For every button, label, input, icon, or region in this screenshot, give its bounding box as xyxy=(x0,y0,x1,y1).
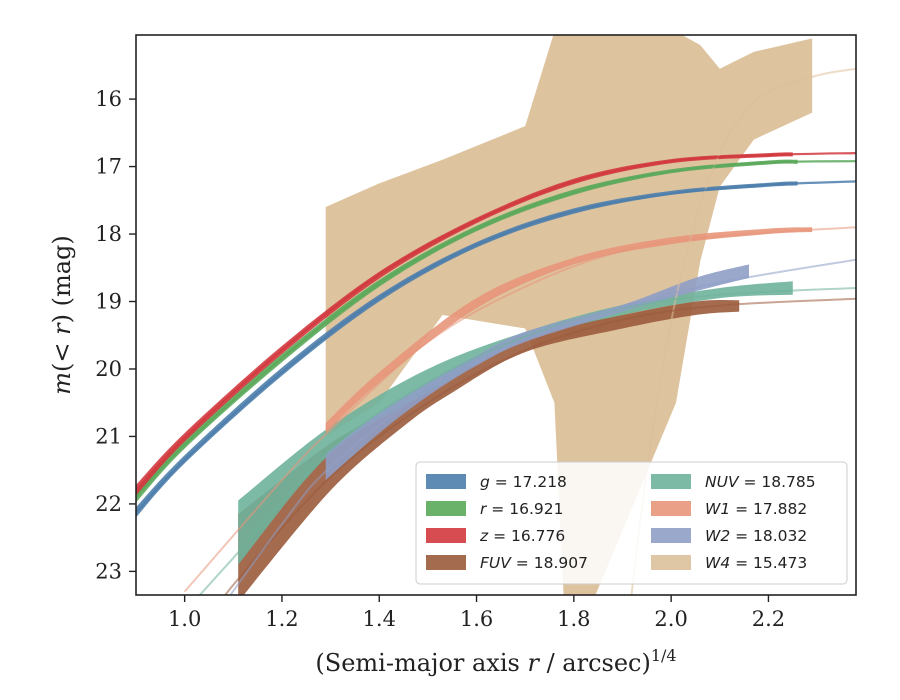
model-line-z xyxy=(136,152,856,492)
legend-label: W1 = 17.882 xyxy=(705,500,807,518)
legend-label: FUV = 18.907 xyxy=(480,554,588,572)
y-tick-label: 16 xyxy=(95,87,122,111)
y-tick-label: 20 xyxy=(95,357,122,381)
legend-entry-g: g = 17.218 xyxy=(426,473,567,491)
legend-swatch xyxy=(426,474,466,489)
y-axis-ticks: 16 17 18 19 20 21 22 23 xyxy=(95,87,136,583)
x-tick-label: 1.8 xyxy=(557,607,590,631)
y-tick-label: 19 xyxy=(95,290,122,314)
legend-swatch xyxy=(651,501,691,516)
plot-area xyxy=(136,35,856,595)
y-tick-label: 18 xyxy=(95,222,122,246)
x-axis-title: (Semi-major axis r / arcsec)1/4 xyxy=(315,646,676,677)
plot-frame xyxy=(135,34,857,596)
legend-label: g = 17.218 xyxy=(480,473,567,491)
y-tick-label: 21 xyxy=(95,424,122,448)
legend-label: W2 = 18.032 xyxy=(705,527,807,545)
model-line-w2 xyxy=(229,258,856,595)
legend-entry-nuv: NUV = 18.785 xyxy=(651,473,816,491)
legend: g = 17.218 r = 16.921 z = 16.776 FUV = 18.9… xyxy=(415,461,848,585)
y-tick-label: 17 xyxy=(95,155,122,179)
legend-swatch xyxy=(426,528,466,543)
x-tick-label: 1.6 xyxy=(460,607,493,631)
model-line-r xyxy=(136,160,856,498)
legend-swatch xyxy=(651,474,691,489)
model-line-g xyxy=(136,180,856,514)
legend-entry-w4: W4 = 15.473 xyxy=(651,554,807,572)
legend-box xyxy=(415,461,848,585)
x-tick-label: 2.0 xyxy=(654,607,687,631)
x-axis-ticks: 1.0 1.2 1.4 1.6 1.8 2.0 2.2 xyxy=(168,595,785,631)
legend-label: NUV = 18.785 xyxy=(705,473,816,491)
model-line-w1 xyxy=(183,226,856,593)
legend-label: r = 16.921 xyxy=(480,500,563,518)
legend-swatch xyxy=(426,501,466,516)
legend-label: z = 16.776 xyxy=(479,527,565,545)
legend-entry-r: r = 16.921 xyxy=(426,500,563,518)
legend-entry-w1: W1 = 17.882 xyxy=(651,500,807,518)
x-tick-label: 1.2 xyxy=(265,607,298,631)
y-axis-title: m(< r) (mag) xyxy=(48,235,76,395)
legend-swatch xyxy=(651,555,691,570)
band-w4 xyxy=(325,35,813,595)
model-line-nuv xyxy=(198,287,856,595)
y-tick-label: 22 xyxy=(95,492,122,516)
y-tick-label: 23 xyxy=(95,559,122,583)
model-line-layer xyxy=(136,67,856,595)
legend-label: W4 = 15.473 xyxy=(705,554,807,572)
model-line-fuv xyxy=(223,297,856,595)
legend-entry-fuv: FUV = 18.907 xyxy=(426,554,588,572)
x-tick-label: 2.2 xyxy=(752,607,785,631)
x-tick-label: 1.4 xyxy=(363,607,396,631)
legend-entry-z: z = 16.776 xyxy=(426,527,565,545)
legend-entry-w2: W2 = 18.032 xyxy=(651,527,807,545)
legend-swatch xyxy=(651,528,691,543)
legend-swatch xyxy=(426,555,466,570)
x-tick-label: 1.0 xyxy=(168,607,201,631)
